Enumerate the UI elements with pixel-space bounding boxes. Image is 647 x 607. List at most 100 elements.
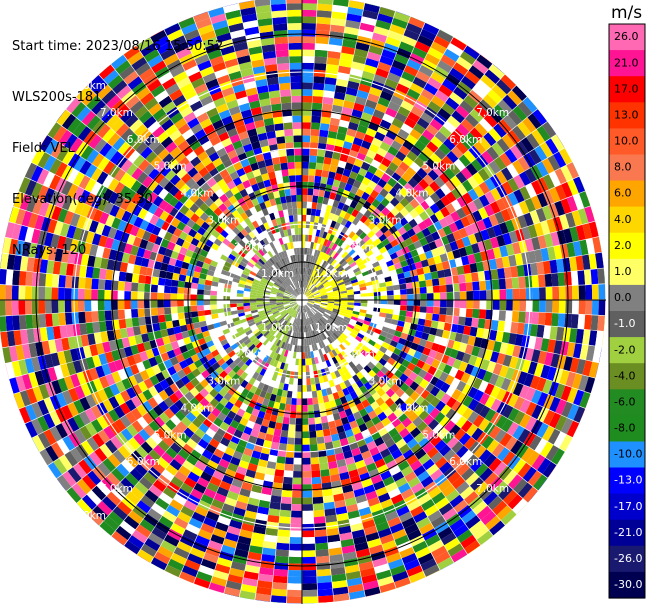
velocity-gate [345, 393, 353, 402]
velocity-gate [326, 336, 333, 344]
velocity-gate [225, 580, 242, 591]
velocity-gate [410, 443, 423, 455]
velocity-gate [505, 343, 515, 356]
velocity-gate [344, 93, 357, 103]
velocity-gate [299, 345, 302, 353]
velocity-gate [440, 292, 447, 300]
velocity-gate [341, 46, 355, 55]
velocity-gate [480, 359, 490, 371]
velocity-gate [315, 243, 321, 251]
velocity-gate [556, 326, 565, 341]
velocity-gate [324, 311, 331, 317]
velocity-gate [302, 451, 311, 459]
velocity-gate [551, 448, 565, 465]
velocity-gate [499, 365, 509, 378]
velocity-gate [388, 123, 401, 135]
velocity-gate [379, 55, 394, 66]
velocity-gate [558, 286, 566, 300]
velocity-gate [566, 196, 578, 212]
velocity-gate [490, 398, 502, 412]
velocity-gate [271, 387, 279, 396]
velocity-gate [326, 57, 340, 66]
velocity-gate [406, 362, 416, 372]
velocity-gate [325, 286, 333, 291]
velocity-gate [326, 306, 334, 310]
velocity-gate [326, 177, 335, 186]
velocity-gate [551, 273, 559, 287]
velocity-gate [312, 323, 317, 330]
velocity-gate [420, 28, 437, 42]
velocity-gate [313, 322, 319, 329]
velocity-gate [51, 300, 59, 314]
velocity-gate [326, 288, 333, 292]
velocity-gate [430, 451, 444, 464]
velocity-gate [484, 383, 495, 396]
velocity-gate [351, 233, 359, 242]
velocity-gate [315, 349, 321, 357]
velocity-gate [421, 499, 435, 511]
velocity-gate [394, 112, 408, 123]
velocity-gate [362, 257, 371, 264]
velocity-gate [383, 255, 392, 263]
velocity-gate [32, 314, 40, 329]
velocity-gate [503, 470, 518, 485]
velocity-gate [569, 226, 580, 242]
velocity-gate [329, 192, 337, 200]
velocity-gate [311, 202, 318, 210]
velocity-gate [296, 398, 302, 406]
velocity-gate [337, 281, 345, 286]
velocity-gate [317, 320, 323, 327]
velocity-gate [347, 297, 355, 300]
velocity-gate [372, 452, 383, 463]
velocity-gate [354, 296, 361, 300]
velocity-gate [521, 359, 532, 373]
velocity-gate [319, 333, 325, 341]
velocity-gate [478, 486, 494, 501]
velocity-gate [234, 548, 249, 558]
velocity-gate [467, 386, 479, 399]
velocity-gate [492, 279, 500, 290]
velocity-gate [316, 555, 330, 564]
velocity-gate [398, 337, 407, 346]
velocity-gate [380, 197, 390, 207]
velocity-gate [358, 342, 366, 350]
velocity-gate [379, 141, 391, 152]
velocity-gate [546, 218, 557, 233]
velocity-gate [305, 289, 309, 295]
velocity-gate [302, 517, 314, 525]
velocity-gate [365, 249, 374, 257]
velocity-gate [478, 194, 490, 207]
velocity-gate [473, 185, 485, 198]
velocity-gate [478, 309, 487, 319]
velocity-gate [344, 265, 352, 272]
velocity-gate [327, 302, 335, 305]
velocity-gate [306, 201, 313, 209]
velocity-gate [378, 277, 386, 284]
velocity-gate [266, 521, 279, 530]
velocity-gate [371, 509, 385, 520]
velocity-gate [414, 395, 425, 406]
velocity-gate [313, 516, 326, 524]
velocity-gate [281, 490, 292, 498]
velocity-gate [302, 490, 313, 498]
velocity-gate [289, 351, 294, 359]
velocity-gate [302, 115, 312, 123]
velocity-gate [485, 515, 501, 531]
velocity-gate [413, 123, 426, 135]
velocity-gate [451, 128, 465, 142]
velocity-gate [585, 284, 593, 300]
velocity-gate [302, 563, 317, 571]
velocity-gate [295, 311, 299, 319]
velocity-gate [456, 183, 468, 196]
velocity-gate [435, 456, 448, 469]
velocity-gate [334, 298, 342, 300]
velocity-gate [315, 209, 321, 217]
velocity-gate [357, 500, 370, 510]
velocity-gate [340, 302, 348, 305]
velocity-gate [316, 335, 321, 343]
velocity-gate [375, 229, 384, 238]
velocity-gate [347, 300, 355, 303]
velocity-gate [414, 330, 423, 339]
velocity-gate [508, 230, 519, 244]
velocity-gate [314, 529, 327, 537]
